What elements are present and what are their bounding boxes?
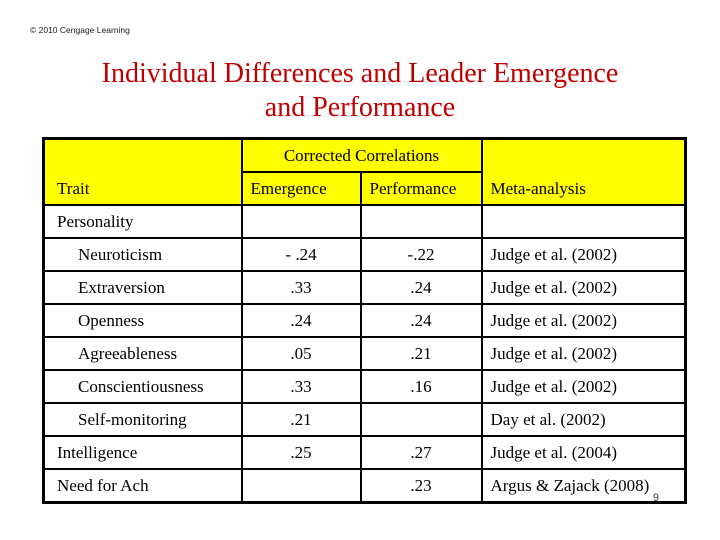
meta-analysis-cell: Argus & Zajack (2008) (480, 468, 687, 504)
table-row-agreeableness: Agreeableness .05 .21 Judge et al. (2002… (42, 336, 687, 371)
meta-analysis-cell (480, 204, 687, 239)
col-header-meta-analysis: Meta-analysis (480, 137, 687, 206)
performance-cell: .23 (359, 468, 483, 504)
performance-cell (359, 402, 483, 437)
emergence-cell (240, 468, 362, 504)
emergence-cell: .05 (240, 336, 362, 371)
header-row-top: Trait Corrected Correlations Meta-analys… (42, 137, 687, 206)
performance-cell: -.22 (359, 237, 483, 272)
table-row-extraversion: Extraversion .33 .24 Judge et al. (2002) (42, 270, 687, 305)
trait-cell: Self-monitoring (42, 402, 243, 437)
meta-analysis-cell: Day et al. (2002) (480, 402, 687, 437)
slide-title: Individual Differences and Leader Emerge… (0, 57, 720, 125)
trait-cell: Openness (42, 303, 243, 338)
emergence-cell (240, 204, 362, 239)
trait-cell: Extraversion (42, 270, 243, 305)
page-number: 9 (652, 492, 659, 504)
performance-cell: .16 (359, 369, 483, 404)
trait-cell: Need for Ach (42, 468, 243, 504)
table-row-self-monitoring: Self-monitoring .21 Day et al. (2002) (42, 402, 687, 437)
table-row-conscientiousness: Conscientiousness .33 .16 Judge et al. (… (42, 369, 687, 404)
correlations-table-container: Trait Corrected Correlations Meta-analys… (42, 137, 687, 504)
col-header-trait: Trait (42, 137, 243, 206)
trait-cell: Agreeableness (42, 336, 243, 371)
table-header: Trait Corrected Correlations Meta-analys… (42, 137, 687, 206)
meta-analysis-cell: Judge et al. (2002) (480, 369, 687, 404)
meta-analysis-cell: Judge et al. (2004) (480, 435, 687, 470)
meta-analysis-cell: Judge et al. (2002) (480, 303, 687, 338)
col-header-emergence: Emergence (240, 171, 362, 206)
emergence-cell: .25 (240, 435, 362, 470)
table-row-openness: Openness .24 .24 Judge et al. (2002) (42, 303, 687, 338)
trait-cell: Conscientiousness (42, 369, 243, 404)
emergence-cell: .21 (240, 402, 362, 437)
performance-cell: .24 (359, 303, 483, 338)
trait-cell: Intelligence (42, 435, 243, 470)
table-row-need-for-ach: Need for Ach .23 Argus & Zajack (2008) (42, 468, 687, 504)
meta-analysis-cell: Judge et al. (2002) (480, 336, 687, 371)
performance-cell: .21 (359, 336, 483, 371)
correlations-table: Trait Corrected Correlations Meta-analys… (42, 137, 687, 504)
table-body: Personality Neuroticism - .24 -.22 Judge… (42, 204, 687, 504)
trait-cell: Personality (42, 204, 243, 239)
meta-analysis-cell: Judge et al. (2002) (480, 270, 687, 305)
performance-cell: .27 (359, 435, 483, 470)
slide-title-line2: and Performance (264, 92, 456, 124)
slide-title-line1: Individual Differences and Leader Emerge… (101, 58, 619, 89)
emergence-cell: .33 (240, 369, 362, 404)
header-row-sub: Emergence Performance (44, 171, 686, 206)
emergence-cell: .24 (240, 303, 362, 338)
performance-cell: .24 (359, 270, 483, 305)
emergence-cell: .33 (240, 270, 362, 305)
col-header-corrected-correlations: Corrected Correlations (240, 137, 483, 173)
table-row-neuroticism: Neuroticism - .24 -.22 Judge et al. (200… (42, 237, 687, 272)
performance-cell (359, 204, 483, 239)
emergence-cell: - .24 (240, 237, 362, 272)
meta-analysis-cell: Judge et al. (2002) (480, 237, 687, 272)
table-row-personality: Personality (42, 204, 687, 239)
col-header-performance: Performance (359, 171, 483, 206)
trait-cell: Neuroticism (42, 237, 243, 272)
copyright-text: © 2010 Cengage Learning (30, 25, 130, 35)
table-row-intelligence: Intelligence .25 .27 Judge et al. (2004) (42, 435, 687, 470)
